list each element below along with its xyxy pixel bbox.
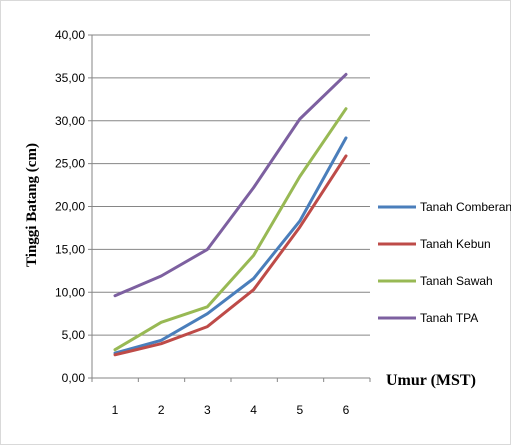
- x-tick-label: 4: [250, 403, 257, 417]
- x-tick-label: 1: [112, 403, 119, 417]
- x-tick-labels: 1 2 3 4 5 6: [112, 403, 350, 417]
- x-tick-label: 5: [296, 403, 303, 417]
- y-tick-label: 0,00: [62, 371, 86, 385]
- y-tick-label: 10,00: [55, 285, 85, 299]
- series-lines: [113, 72, 348, 357]
- series-line-tanah-tpa: [113, 72, 348, 298]
- legend-entry: Tanah Comberan: [420, 200, 511, 214]
- y-tick-label: 15,00: [55, 242, 85, 256]
- y-axis-label: Tinggi Batang (cm): [24, 143, 40, 267]
- x-tick-label: 3: [204, 403, 211, 417]
- y-tick-label: 20,00: [55, 200, 85, 214]
- y-tick-labels: 0,00 5,00 10,00 15,00 20,00 25,00 30,00 35,00 40…: [55, 28, 85, 385]
- legend-entry: Tanah Sawah: [420, 274, 493, 288]
- legend: Tanah Comberan Tanah Kebun Tanah Sawah Tana…: [378, 200, 511, 325]
- y-tick-label: 25,00: [55, 157, 85, 171]
- series-line-tanah-sawah: [113, 107, 348, 352]
- axes: [88, 34, 371, 382]
- x-axis-label: Umur (MST): [386, 372, 476, 389]
- legend-entry: Tanah Kebun: [420, 237, 491, 251]
- x-tick-label: 6: [343, 403, 350, 417]
- y-tick-label: 40,00: [55, 28, 85, 42]
- y-tick-label: 35,00: [55, 71, 85, 85]
- y-tick-label: 5,00: [62, 328, 86, 342]
- y-tick-label: 30,00: [55, 114, 85, 128]
- series-line-tanah-kebun: [113, 154, 348, 357]
- series-line-tanah-comberan: [113, 136, 348, 355]
- x-tick-label: 2: [158, 403, 165, 417]
- legend-entry: Tanah TPA: [420, 311, 478, 325]
